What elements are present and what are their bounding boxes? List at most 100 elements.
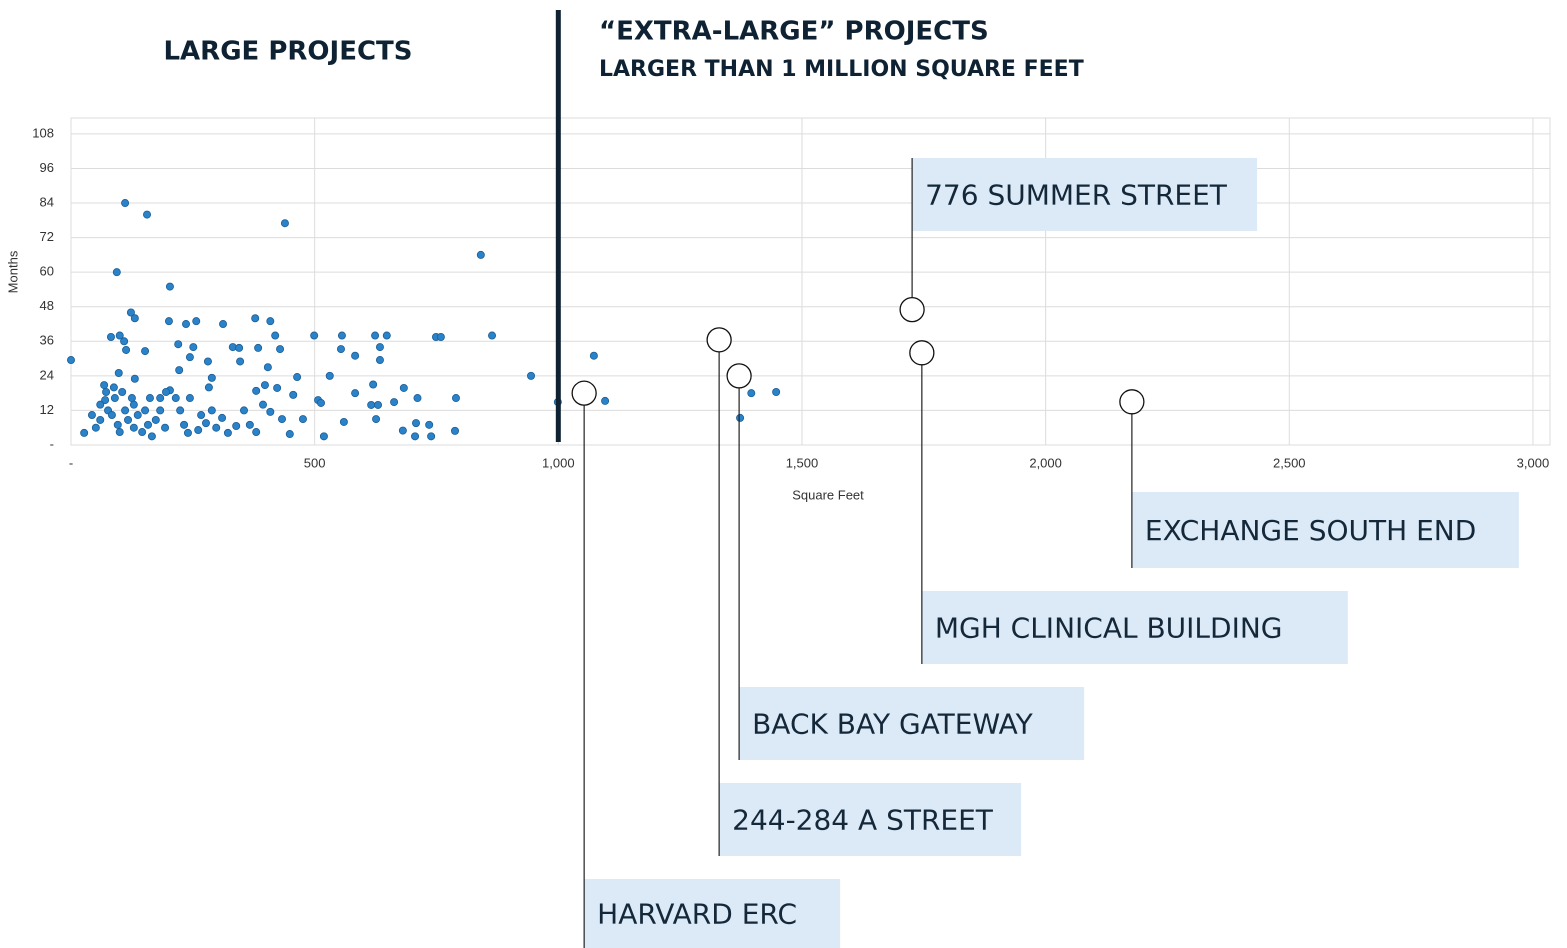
point: [589, 351, 598, 360]
point: [259, 400, 268, 409]
point: [316, 398, 325, 407]
point: [527, 371, 536, 380]
point: [130, 374, 139, 383]
point: [271, 331, 280, 340]
y-tick-label: 72: [40, 229, 54, 244]
point: [185, 353, 194, 362]
point: [298, 415, 307, 424]
point: [207, 406, 216, 415]
point: [133, 411, 142, 420]
point: [371, 331, 380, 340]
point: [164, 317, 173, 326]
callout-box: [719, 783, 1022, 856]
point: [251, 314, 260, 323]
point: [115, 428, 124, 437]
point: [232, 421, 241, 430]
point: [145, 394, 154, 403]
point: [127, 394, 136, 403]
x-axis-label: Square Feet: [792, 487, 864, 502]
point: [367, 400, 376, 409]
point: [100, 381, 109, 390]
point: [180, 420, 189, 429]
point: [273, 383, 282, 392]
y-tick-label: 12: [40, 402, 54, 417]
point: [126, 308, 135, 317]
x-tick-label: 500: [304, 455, 326, 470]
y-tick-label: -: [50, 436, 54, 451]
point: [122, 345, 131, 354]
point: [736, 413, 745, 422]
point: [399, 383, 408, 392]
point: [374, 400, 383, 409]
x-tick-label: 3,000: [1517, 455, 1550, 470]
point: [319, 432, 328, 441]
point: [176, 406, 185, 415]
point: [245, 420, 254, 429]
point: [382, 331, 391, 340]
point: [412, 419, 421, 428]
y-tick-label: 108: [32, 125, 54, 140]
point: [207, 373, 216, 382]
point: [747, 389, 756, 398]
point: [165, 282, 174, 291]
point: [451, 394, 460, 403]
x-tick-label: 2,000: [1029, 455, 1062, 470]
point: [194, 426, 203, 435]
right-subtitle: LARGER THAN 1 MILLION SQUARE FEET: [599, 57, 1084, 82]
right-title: “EXTRA-LARGE” PROJECTS: [599, 17, 989, 47]
point: [772, 388, 781, 397]
point: [425, 420, 434, 429]
point: [336, 345, 345, 354]
point: [339, 417, 348, 426]
callout-box: [921, 591, 1348, 664]
point: [375, 343, 384, 352]
x-tick-label: 1,000: [542, 455, 575, 470]
point: [112, 268, 121, 277]
point: [375, 356, 384, 365]
point: [239, 406, 248, 415]
point: [351, 389, 360, 398]
point: [204, 383, 213, 392]
callout-label: BACK BAY GATEWAY: [752, 708, 1033, 741]
point: [263, 363, 272, 372]
y-axis-label: Months: [5, 250, 20, 293]
point: [276, 345, 285, 354]
callout-box: [912, 158, 1258, 231]
point: [372, 415, 381, 424]
point: [369, 380, 378, 389]
point: [106, 332, 115, 341]
point: [278, 415, 287, 424]
point: [411, 432, 420, 441]
point: [236, 357, 245, 366]
point: [118, 388, 127, 397]
point: [80, 428, 89, 437]
point: [121, 199, 130, 208]
point: [129, 400, 138, 409]
point: [91, 423, 100, 432]
point: [141, 347, 150, 356]
point: [203, 357, 212, 366]
point: [212, 423, 221, 432]
point: [147, 432, 156, 441]
callout-box: [739, 687, 1085, 760]
point: [182, 320, 191, 329]
callout-label: 776 SUMMER STREET: [925, 179, 1228, 212]
highlight-point: [571, 380, 597, 406]
y-tick-label: 24: [40, 367, 54, 382]
point: [138, 428, 147, 437]
point: [113, 420, 122, 429]
point: [285, 430, 294, 439]
callout-label: HARVARD ERC: [597, 898, 797, 931]
point: [254, 343, 263, 352]
point: [96, 415, 105, 424]
point: [218, 413, 227, 422]
point: [109, 383, 118, 392]
point: [130, 314, 139, 323]
x-tick-label: 2,500: [1273, 455, 1306, 470]
point: [67, 356, 76, 365]
point: [427, 432, 436, 441]
y-tick-label: 84: [40, 194, 54, 209]
highlight-point: [726, 363, 752, 389]
point: [398, 426, 407, 435]
